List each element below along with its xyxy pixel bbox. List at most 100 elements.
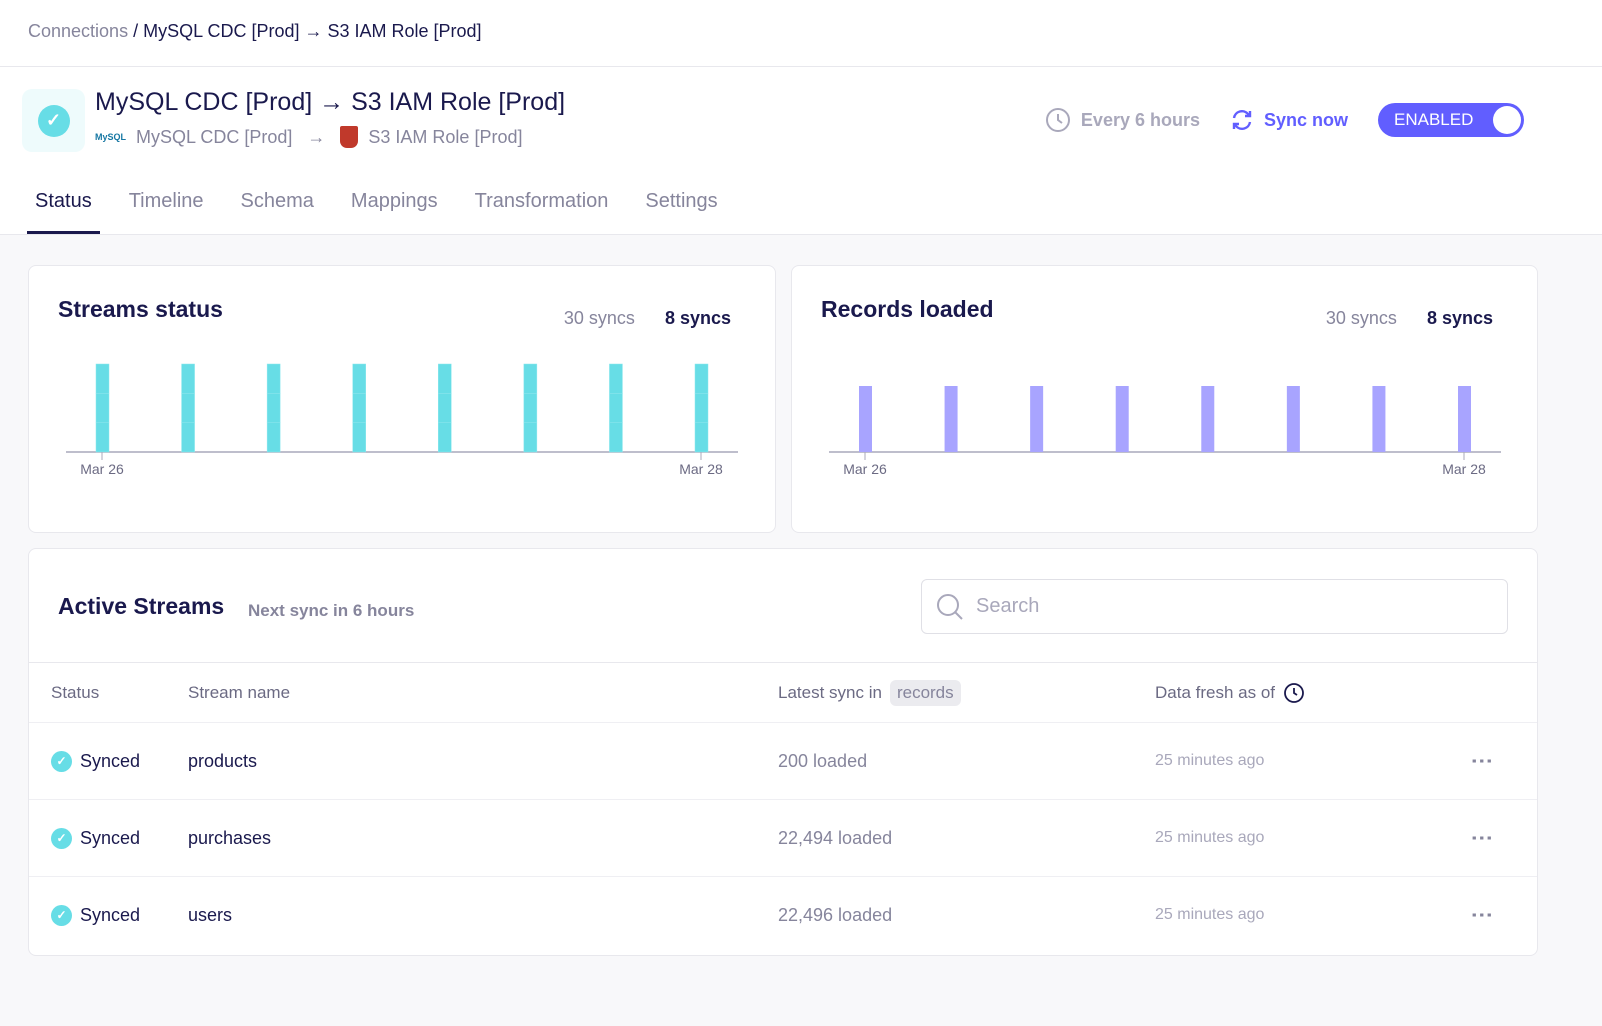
bar — [1115, 386, 1129, 452]
range-30-syncs[interactable]: 30 syncs — [563, 308, 635, 328]
synced-check-icon: ✓ — [51, 750, 72, 772]
breadcrumb: Connections / MySQL CDC [Prod] → S3 IAM … — [28, 21, 482, 42]
col-stream-name[interactable]: Stream name — [188, 682, 291, 702]
bar-segment — [609, 422, 623, 453]
bar-segment — [266, 363, 281, 394]
range-selector: 30 syncs 8 syncs — [564, 308, 731, 329]
tab-timeline[interactable]: Timeline — [128, 190, 204, 212]
data-fresh: 25 minutes ago — [1155, 752, 1265, 769]
status-cell: ✓ Synced — [51, 723, 140, 799]
col-latest-sync[interactable]: Latest sync in records — [778, 663, 961, 722]
bar-segment — [438, 422, 452, 453]
bar-segment — [352, 393, 366, 423]
kebab-icon: ⋮ — [1470, 827, 1495, 849]
bar-segment — [95, 393, 110, 423]
sync-now-button[interactable]: Sync now — [1230, 108, 1348, 132]
records-loaded-card: Records loaded 30 syncs 8 syncs Mar 26 Ma… — [791, 265, 1538, 533]
latest-sync-label: Latest sync in — [778, 682, 882, 702]
table-row[interactable]: ✓ Synced users 22,496 loaded 25 minutes a… — [29, 876, 1537, 953]
refresh-icon — [1232, 110, 1252, 130]
tab-schema[interactable]: Schema — [240, 190, 314, 212]
tab-bar: Status Timeline Schema Mappings Transfor… — [27, 190, 747, 234]
breadcrumb-connections[interactable]: Connections — [28, 21, 129, 41]
status-text: Synced — [80, 904, 141, 925]
stream-name: purchases — [188, 827, 272, 848]
bar-segment — [95, 363, 110, 394]
tab-settings[interactable]: Settings — [645, 190, 718, 212]
x-tick-label: Mar 26 — [80, 461, 124, 477]
bar-segment — [438, 393, 452, 423]
stream-name: users — [188, 904, 233, 925]
x-tick-label: Mar 26 — [843, 461, 887, 477]
connection-status-logo: ✓ — [22, 89, 85, 152]
destination-name[interactable]: S3 IAM Role [Prod] — [368, 126, 523, 147]
x-tick-label: Mar 28 — [1442, 461, 1486, 477]
table-header: Status Stream name Latest sync in records… — [29, 662, 1537, 722]
kebab-icon: ⋮ — [1470, 750, 1495, 772]
bar — [1201, 386, 1215, 452]
chart-title: Records loaded — [821, 296, 994, 322]
synced-check-icon: ✓ — [51, 827, 72, 849]
data-fresh: 25 minutes ago — [1155, 829, 1265, 846]
search-input[interactable]: Search — [921, 579, 1508, 634]
range-8-syncs[interactable]: 8 syncs — [664, 308, 731, 328]
connection-subtitle: MySQL MySQL CDC [Prod] → S3 IAM Role [Pr… — [95, 126, 522, 148]
breadcrumb-separator: / — [133, 21, 139, 41]
bar — [1286, 386, 1300, 452]
arrow-right-icon: → — [302, 126, 331, 147]
header-area: Connections / MySQL CDC [Prod] → S3 IAM … — [0, 0, 1602, 235]
bar-segment — [438, 363, 452, 394]
synced-check-icon: ✓ — [51, 904, 72, 926]
bar-segment — [609, 393, 623, 423]
bar-segment — [609, 363, 623, 394]
bar-segment — [181, 422, 195, 453]
tab-status[interactable]: Status — [27, 190, 100, 234]
bar-segment — [266, 393, 281, 423]
col-data-fresh[interactable]: Data fresh as of — [1155, 663, 1305, 722]
more-options-button[interactable]: ⋮ — [1470, 877, 1495, 953]
enabled-toggle[interactable]: ENABLED — [1378, 103, 1524, 137]
divider — [0, 66, 1602, 67]
stream-name: products — [188, 750, 258, 771]
records-unit-pill[interactable]: records — [889, 679, 961, 706]
clock-icon — [1045, 108, 1070, 132]
bar-segment — [352, 422, 366, 453]
status-text: Synced — [80, 750, 141, 771]
tab-transformation[interactable]: Transformation — [474, 190, 609, 212]
breadcrumb-current: MySQL CDC [Prod] → S3 IAM Role [Prod] — [143, 21, 482, 41]
range-selector: 30 syncs 8 syncs — [1326, 308, 1493, 329]
sync-now-label: Sync now — [1263, 109, 1348, 130]
toggle-label: ENABLED — [1394, 110, 1474, 129]
tab-mappings[interactable]: Mappings — [350, 190, 438, 212]
col-status[interactable]: Status — [51, 682, 100, 702]
bar-segment — [694, 393, 709, 423]
chart-title: Streams status — [58, 296, 223, 322]
more-options-button[interactable]: ⋮ — [1470, 800, 1495, 876]
range-8-syncs[interactable]: 8 syncs — [1426, 308, 1493, 328]
more-options-button[interactable]: ⋮ — [1470, 723, 1495, 799]
bar-segment — [694, 363, 709, 394]
active-streams-card: Active Streams Next sync in 6 hours Sear… — [28, 548, 1538, 956]
data-fresh: 25 minutes ago — [1155, 906, 1265, 923]
mysql-logo-icon: MySQL — [95, 132, 127, 142]
records-loaded: 22,496 loaded — [778, 904, 893, 925]
streams-status-chart: Mar 26 Mar 28 — [66, 363, 738, 477]
status-text: Synced — [80, 827, 141, 848]
clock-icon — [1284, 682, 1304, 703]
schedule[interactable]: Every 6 hours — [1045, 107, 1200, 133]
bar-segment — [523, 393, 538, 423]
bar — [1458, 386, 1471, 452]
status-cell: ✓ Synced — [51, 800, 140, 876]
page-title: MySQL CDC [Prod] → S3 IAM Role [Prod] — [95, 88, 566, 116]
active-streams-title: Active Streams — [58, 593, 225, 619]
records-loaded: 200 loaded — [778, 750, 868, 771]
search-placeholder: Search — [976, 595, 1040, 617]
table-row[interactable]: ✓ Synced purchases 22,494 loaded 25 minut… — [29, 799, 1537, 876]
table-row[interactable]: ✓ Synced products 200 loaded 25 minutes a… — [29, 722, 1537, 799]
range-30-syncs[interactable]: 30 syncs — [1325, 308, 1397, 328]
schedule-label: Every 6 hours — [1080, 109, 1200, 130]
bar-segment — [352, 363, 366, 394]
bar-segment — [266, 422, 281, 453]
source-name[interactable]: MySQL CDC [Prod] — [136, 126, 293, 147]
bar-segment — [181, 393, 195, 423]
